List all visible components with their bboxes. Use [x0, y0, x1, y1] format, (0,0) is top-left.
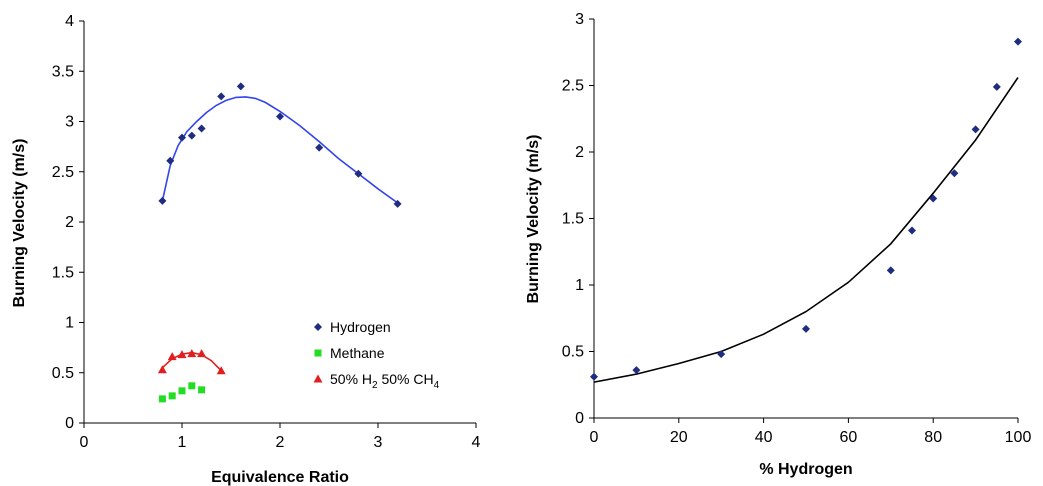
right-series-point: [929, 194, 938, 203]
right-series-point: [992, 82, 1001, 91]
left-legend-label-methane: Methane: [330, 345, 385, 361]
left-legend-label-50-h2-50-ch4: 50% H2 50% CH4: [330, 371, 440, 391]
left-hydrogen-point: [178, 133, 186, 142]
left-hydrogen-point: [187, 131, 196, 140]
right-y-tick-label: 3: [575, 11, 584, 28]
right-series-trend-line: [593, 77, 1019, 383]
left-methane-point: [168, 392, 176, 400]
left-methane-point: [188, 382, 196, 390]
left-legend-marker-methane: [314, 349, 322, 357]
legend-label-part: 2: [372, 380, 378, 391]
right-series-point: [802, 324, 810, 333]
left-y-tick-label: 2: [65, 214, 74, 231]
left-50-h2-50-ch4-point: [177, 350, 187, 359]
left-50-h2-50-ch4-point: [216, 366, 226, 375]
left-y-tick-label: 3.5: [52, 63, 74, 80]
left-50-h2-50-ch4-point: [187, 349, 197, 358]
right-series-point: [950, 169, 959, 178]
left-x-tick-label: 0: [80, 434, 89, 451]
right-series-point: [632, 366, 641, 375]
right-x-tick-label: 0: [590, 429, 599, 446]
left-x-tick-label: 1: [178, 434, 187, 451]
right-series-point: [971, 125, 980, 134]
right-series-point: [717, 350, 726, 359]
right-series-point: [1014, 37, 1022, 46]
left-hydrogen-trend-line: [161, 96, 399, 204]
right-x-tick-label: 40: [755, 429, 773, 446]
right-series-point: [908, 226, 916, 235]
left-y-tick-label: 4: [65, 13, 74, 30]
left-methane-point: [158, 395, 166, 403]
left-x-axis-title: Equivalence Ratio: [211, 469, 349, 486]
right-y-tick-label: 2: [575, 144, 584, 161]
right-chart: % Hydrogen Burning Velocity (m/s) 0 0.5 1 1…: [525, 11, 1031, 478]
right-x-tick-label: 80: [924, 429, 942, 446]
right-series-point: [886, 266, 895, 275]
left-y-tick-label: 1: [65, 315, 74, 332]
left-chart: Equivalence Ratio Burning Velocity (m/s)…: [11, 13, 481, 486]
left-hydrogen-point: [276, 112, 284, 121]
left-50-h2-50-ch4-point: [157, 365, 167, 374]
right-y-tick-label: 1.5: [562, 211, 584, 228]
right-y-tick-label: 0: [575, 410, 584, 427]
legend-label-part: 4: [434, 380, 440, 391]
left-y-tick-label: 3: [65, 114, 74, 131]
left-y-axis-title: Burning Velocity (m/s): [11, 139, 28, 308]
left-hydrogen-point: [217, 92, 226, 101]
left-x-tick-label: 2: [276, 434, 285, 451]
left-methane-point: [198, 386, 206, 394]
left-methane-point: [178, 387, 186, 395]
legend-label-part: 50% H: [330, 371, 372, 387]
left-legend-marker-hydrogen: [314, 323, 322, 331]
right-x-tick-label: 100: [1005, 429, 1032, 446]
left-x-tick-label: 3: [374, 434, 383, 451]
left-50-h2-50-ch4-point: [167, 352, 177, 361]
left-x-tick-label: 4: [472, 434, 481, 451]
right-y-tick-label: 2.5: [562, 78, 584, 95]
left-y-tick-label: 2.5: [52, 164, 74, 181]
right-y-tick-label: 1: [575, 277, 584, 294]
right-series-point: [590, 372, 598, 381]
left-hydrogen-point: [354, 169, 363, 178]
left-legend-label-hydrogen: Hydrogen: [330, 319, 391, 335]
left-y-tick-label: 1.5: [52, 264, 74, 281]
left-hydrogen-point: [158, 196, 167, 205]
left-hydrogen-point: [315, 143, 324, 152]
left-hydrogen-point: [393, 199, 402, 208]
right-x-tick-label: 20: [670, 429, 688, 446]
left-hydrogen-point: [236, 82, 245, 91]
left-legend-marker-50-h2-50-ch4: [313, 374, 323, 383]
left-y-tick-label: 0.5: [52, 365, 74, 382]
right-y-tick-label: 0.5: [562, 344, 584, 361]
left-50-h2-50-ch4-point: [197, 349, 207, 358]
right-x-axis-title: % Hydrogen: [759, 461, 852, 478]
left-hydrogen-point: [166, 156, 175, 165]
right-y-axis-title: Burning Velocity (m/s): [525, 135, 542, 304]
left-y-tick-label: 0: [65, 415, 74, 432]
legend-label-part: 50% CH: [378, 371, 434, 387]
left-hydrogen-point: [197, 124, 206, 133]
right-x-tick-label: 60: [840, 429, 858, 446]
